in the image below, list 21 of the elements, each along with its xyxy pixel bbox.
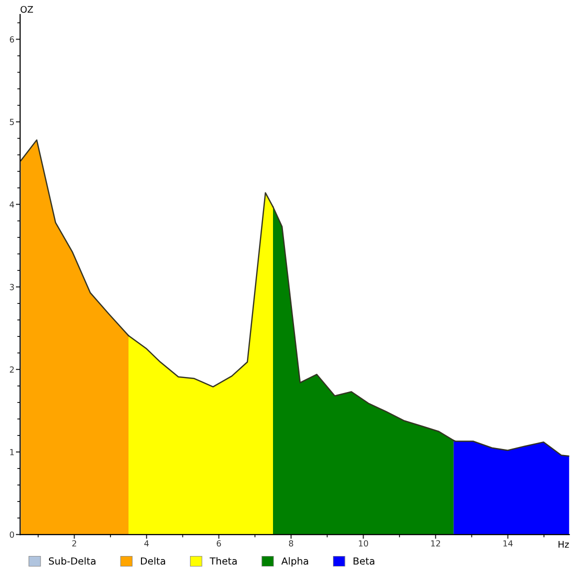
y-tick-label: 4 bbox=[10, 201, 14, 208]
y-axis-title: OZ bbox=[20, 6, 34, 13]
y-tick-label: 6 bbox=[10, 36, 14, 43]
x-tick-label: 14 bbox=[503, 540, 513, 546]
y-tick-label: 2 bbox=[10, 366, 14, 373]
legend-label: Theta bbox=[210, 557, 237, 565]
x-tick-label: 12 bbox=[431, 540, 440, 546]
x-tick-label: 8 bbox=[288, 540, 294, 547]
y-tick-label: 0 bbox=[10, 532, 14, 538]
y-tick-label: 3 bbox=[10, 284, 14, 290]
legend-label: Beta bbox=[354, 557, 374, 565]
x-tick-label: 6 bbox=[216, 540, 221, 547]
x-axis-title: Hz bbox=[558, 541, 569, 548]
x-tick-label: 10 bbox=[358, 540, 368, 547]
y-tick-label: 1 bbox=[10, 449, 14, 456]
legend-label: Alpha bbox=[281, 557, 308, 567]
legend-label: Sub-Delta bbox=[48, 557, 96, 565]
x-tick-label: 4 bbox=[144, 540, 149, 546]
y-tick-label: 5 bbox=[10, 118, 14, 126]
x-tick-label: 2 bbox=[72, 540, 76, 546]
legend-label: Delta bbox=[140, 557, 166, 565]
